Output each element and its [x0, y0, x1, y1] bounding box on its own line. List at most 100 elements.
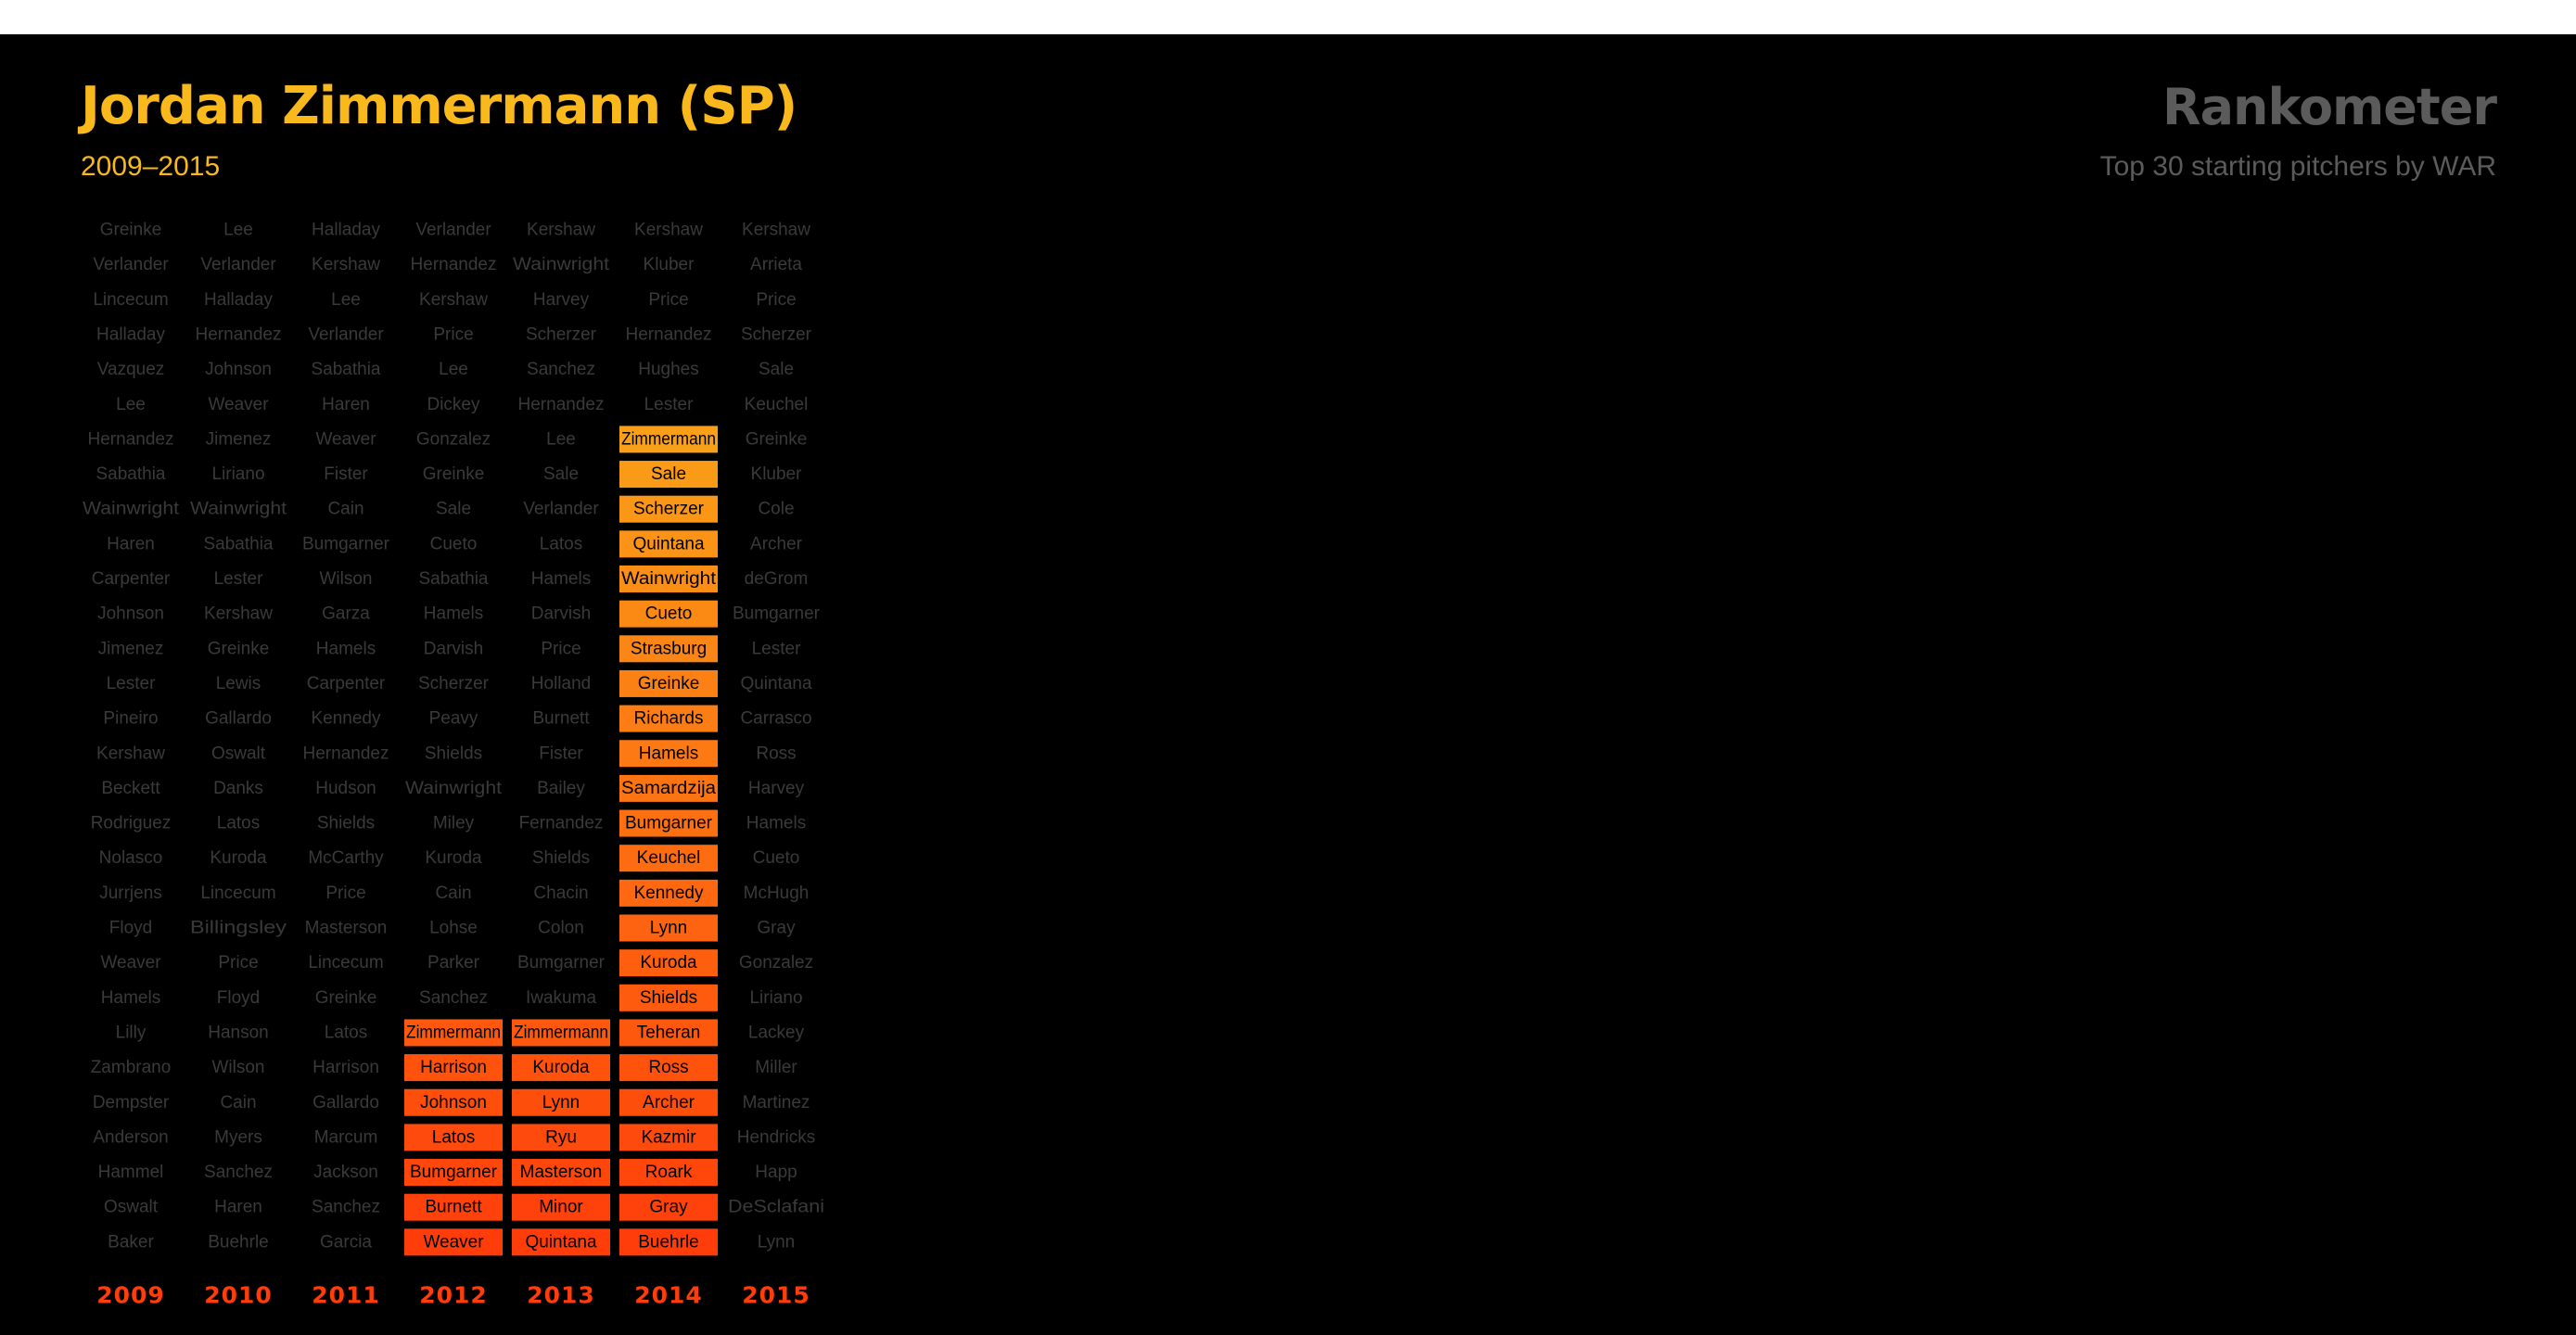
- pitcher-name: Lynn: [758, 1232, 796, 1252]
- rank-column-2014: Kershaw Kluber Price Hernandez Hughes Lester Z…: [619, 221, 718, 1309]
- rank-cell-highlight: [619, 984, 718, 1011]
- pitcher-name: Scherzer: [741, 324, 812, 344]
- rank-cell-highlight: [619, 1193, 718, 1221]
- pitcher-name: Holland: [531, 674, 591, 693]
- pitcher-name: Sabathia: [311, 360, 380, 379]
- pitcher-name: Masterson: [520, 1163, 603, 1182]
- pitcher-name: Sale: [436, 500, 471, 519]
- rank-column-2013: Kershaw Wainwright Harvey Scherzer Sanchez He…: [512, 221, 610, 1309]
- rank-cell-highlight: [619, 1159, 718, 1187]
- pitcher-name: Greinke: [638, 674, 700, 693]
- rank-cell-highlight: [512, 1193, 610, 1221]
- year-label: 2011: [312, 1282, 380, 1309]
- rank-column-2015: Kershaw Arrieta Price Scherzer Sale Keuchel Gr…: [728, 221, 824, 1309]
- pitcher-name: Sanchez: [527, 360, 595, 379]
- pitcher-name: Nolasco: [99, 848, 163, 868]
- pitcher-name: Bumgarner: [517, 953, 606, 973]
- pitcher-name: Darvish: [531, 604, 591, 624]
- pitcher-name: Carrasco: [740, 709, 811, 729]
- pitcher-name: Wilson: [319, 569, 372, 589]
- pitcher-name: Miley: [433, 814, 475, 833]
- pitcher-name: Samardzija: [621, 779, 716, 798]
- pitcher-name: Verlander: [93, 255, 169, 274]
- pitcher-name: Lincecum: [308, 953, 383, 973]
- pitcher-name: Kershaw: [634, 221, 703, 240]
- pitcher-name: Bumgarner: [625, 814, 713, 833]
- pitcher-name: Lee: [546, 429, 576, 449]
- pitcher-name: Lackey: [748, 1023, 805, 1042]
- pitcher-name: Kluber: [644, 255, 695, 274]
- pitcher-name: Zimmermann: [621, 429, 716, 449]
- year-label: 2015: [742, 1282, 810, 1309]
- pitcher-name: Ross: [756, 744, 796, 763]
- rank-cell-highlight: [619, 949, 718, 977]
- pitcher-name: Kennedy: [633, 884, 704, 903]
- pitcher-name: Wilson: [211, 1058, 264, 1077]
- rank-cell-highlight: [404, 1019, 503, 1047]
- pitcher-name: Lee: [439, 360, 468, 379]
- pitcher-name: Sabathia: [96, 464, 165, 484]
- player-years: 2009–2015: [81, 151, 221, 182]
- year-label: 2012: [419, 1282, 488, 1309]
- pitcher-name: Shields: [532, 848, 590, 868]
- pitcher-name: Kennedy: [311, 709, 381, 729]
- pitcher-name: Lee: [331, 290, 361, 310]
- pitcher-name: Iwakuma: [526, 988, 596, 1008]
- pitcher-name: Floyd: [217, 988, 260, 1008]
- pitcher-name: Wainwright: [190, 500, 287, 519]
- pitcher-name: Wainwright: [405, 779, 503, 798]
- pitcher-name: Lee: [116, 395, 146, 414]
- pitcher-name: Martinez: [743, 1093, 810, 1112]
- pitcher-name: Greinke: [208, 639, 270, 658]
- pitcher-name: Jimenez: [98, 639, 164, 658]
- pitcher-name: Teheran: [637, 1023, 701, 1042]
- pitcher-name: Hamels: [424, 604, 483, 624]
- pitcher-name: Billingsley: [190, 919, 287, 938]
- rank-cell-highlight: [619, 845, 718, 872]
- year-label: 2013: [527, 1282, 595, 1309]
- pitcher-name: Gallardo: [312, 1093, 379, 1112]
- pitcher-name: Quintana: [740, 674, 812, 693]
- pitcher-name: Strasburg: [631, 639, 707, 658]
- pitcher-name: Shields: [317, 814, 375, 833]
- pitcher-name: Sale: [759, 360, 794, 379]
- rank-chart: Greinke Verlander Lincecum Halladay Vazquez L…: [83, 221, 824, 1309]
- pitcher-name: Quintana: [525, 1232, 597, 1252]
- pitcher-name: Weaver: [315, 429, 376, 449]
- pitcher-name: Weaver: [423, 1232, 484, 1252]
- pitcher-name: Lynn: [650, 919, 688, 938]
- rank-cell-highlight: [619, 530, 718, 558]
- pitcher-name: Hernandez: [518, 395, 605, 414]
- rank-cell-highlight: [619, 1054, 718, 1082]
- pitcher-name: Rodriguez: [91, 814, 172, 833]
- pitcher-name: Price: [433, 324, 473, 344]
- pitcher-name: Cueto: [430, 534, 478, 553]
- year-label: 2009: [96, 1282, 165, 1309]
- pitcher-name: Wainwright: [513, 255, 610, 274]
- pitcher-name: Gray: [649, 1198, 688, 1217]
- pitcher-name: Sabathia: [203, 534, 273, 553]
- pitcher-name: Masterson: [305, 919, 388, 938]
- pitcher-name: Dempster: [93, 1093, 170, 1112]
- pitcher-name: Miller: [755, 1058, 797, 1077]
- rank-cell-highlight: [619, 461, 718, 489]
- pitcher-name: Verlander: [200, 255, 276, 274]
- pitcher-name: Lincecum: [93, 290, 168, 310]
- pitcher-name: Hernandez: [411, 255, 497, 274]
- player-title: Jordan Zimmermann (SP): [81, 76, 797, 136]
- pitcher-name: Oswalt: [211, 744, 266, 763]
- pitcher-name: Latos: [432, 1127, 475, 1147]
- pitcher-name: Chacin: [533, 884, 588, 903]
- pitcher-name: Sale: [651, 464, 686, 484]
- year-label: 2014: [634, 1282, 703, 1309]
- rank-cell-highlight: [619, 740, 718, 768]
- pitcher-name: Ross: [648, 1058, 688, 1077]
- pitcher-name: Sanchez: [419, 988, 488, 1008]
- pitcher-name: Burnett: [425, 1198, 482, 1217]
- pitcher-name: Hamels: [316, 639, 376, 658]
- pitcher-name: Floyd: [109, 919, 152, 938]
- pitcher-name: Harvey: [748, 779, 805, 798]
- pitcher-name: Price: [325, 884, 365, 903]
- rank-column-2011: Halladay Kershaw Lee Verlander Sabathia Haren…: [302, 221, 390, 1309]
- pitcher-name: Price: [756, 290, 796, 310]
